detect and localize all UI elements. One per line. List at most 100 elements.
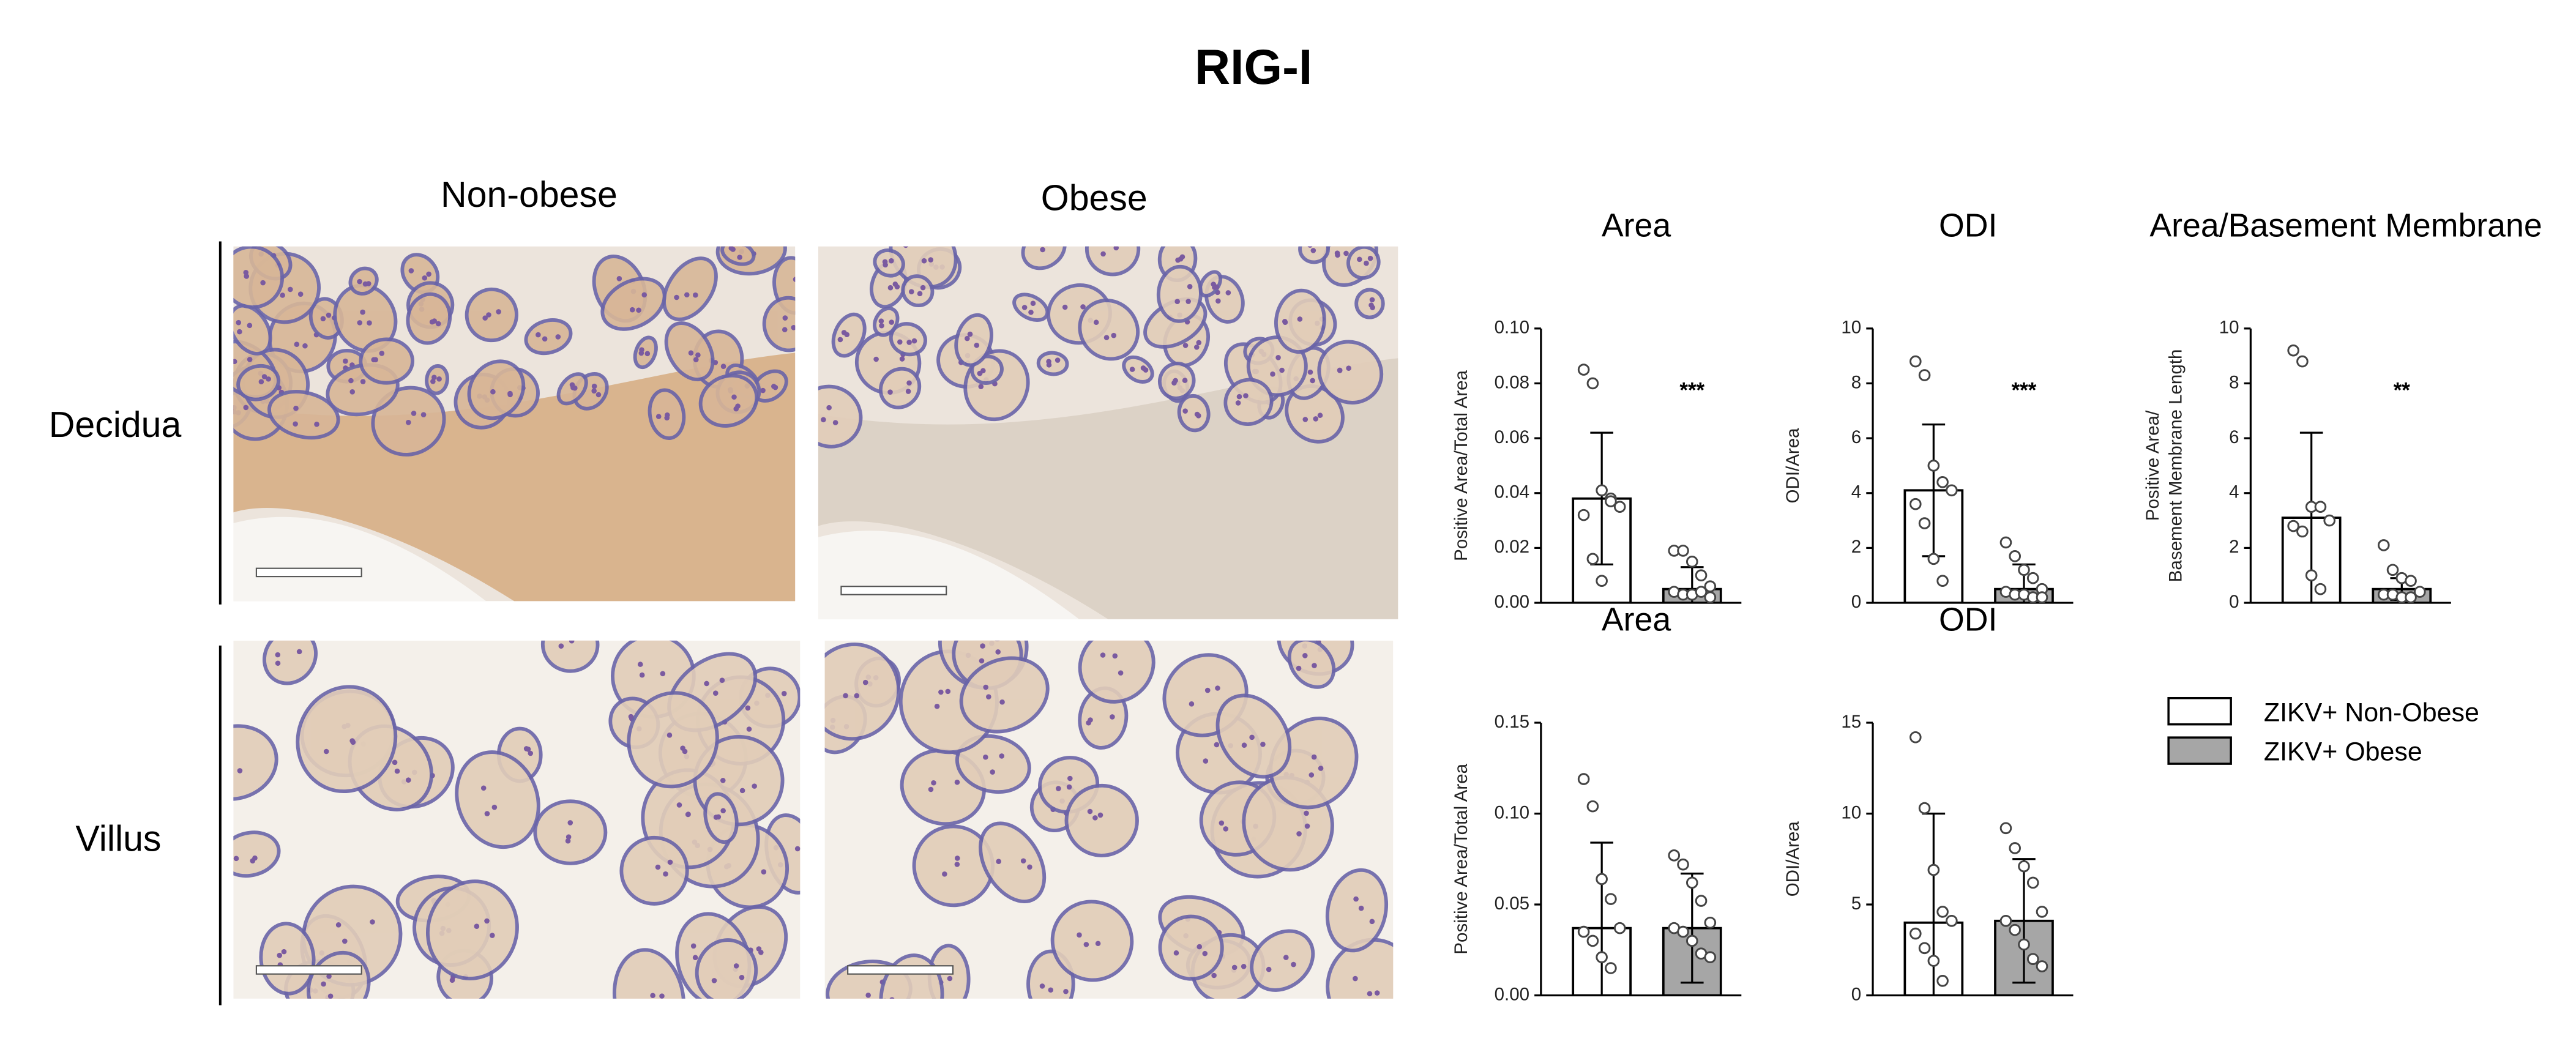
nucleus <box>1174 299 1180 304</box>
y-axis-label: ODI/Area <box>1783 821 1803 897</box>
figure-title: RIG-I <box>1195 40 1312 95</box>
nucleus <box>1092 815 1098 821</box>
nucleus <box>782 327 788 333</box>
nucleus <box>1370 305 1375 310</box>
villus <box>1064 783 1139 857</box>
nucleus <box>1302 417 1309 422</box>
nucleus <box>711 978 717 983</box>
nucleus <box>938 689 944 695</box>
charts: Area Positive Area/Total Area 0.00 0.02 0.04… <box>1451 207 2542 1005</box>
data-point <box>2009 842 2022 854</box>
nucleus <box>990 769 995 775</box>
nucleus <box>252 855 258 861</box>
nucleus <box>297 291 304 297</box>
data-point <box>1704 916 1717 929</box>
nucleus <box>854 693 860 699</box>
significance: ** <box>2394 379 2411 403</box>
nucleus <box>906 380 912 386</box>
nucleus <box>567 820 573 826</box>
nucleus <box>632 1005 638 1010</box>
villus <box>233 246 285 309</box>
chart: Area/Basement Membrane Positive Area/Base… <box>2143 207 2542 612</box>
nucleus <box>1097 812 1103 818</box>
nucleus <box>873 356 879 362</box>
nucleus <box>302 343 308 349</box>
nucleus <box>999 699 1005 705</box>
nucleus <box>360 379 366 384</box>
nucleus <box>761 869 767 875</box>
row-label: Villus <box>75 818 161 859</box>
chart: ODI ODI/Area 0 2 4 6 8 10 *** <box>1783 207 2074 612</box>
nucleus <box>967 331 973 337</box>
nucleus <box>720 808 726 814</box>
nucleus <box>1235 400 1241 406</box>
nucleus <box>571 634 577 639</box>
nucleus <box>1369 919 1375 925</box>
nucleus <box>1279 367 1285 373</box>
data-point <box>2036 906 2048 918</box>
villus <box>873 248 905 278</box>
nucleus <box>1129 367 1135 372</box>
nucleus <box>1194 411 1200 417</box>
nucleus <box>660 671 666 677</box>
nucleus <box>650 993 655 999</box>
nucleus <box>357 278 362 285</box>
nucleus <box>1088 717 1093 723</box>
villus <box>703 792 739 845</box>
data-point <box>2405 575 2417 587</box>
nucleus <box>920 285 926 291</box>
y-tick-label: 2 <box>1851 537 1861 557</box>
villus <box>901 274 935 308</box>
nucleus <box>1112 653 1118 659</box>
nucleus <box>832 420 838 425</box>
nucleus <box>782 315 788 321</box>
nucleus <box>865 993 871 998</box>
nucleus <box>247 323 253 329</box>
nucleus <box>841 330 847 335</box>
nucleus <box>1080 304 1086 310</box>
nucleus <box>1087 808 1093 815</box>
data-point <box>1605 962 1617 974</box>
villus <box>1223 378 1274 427</box>
nucleus <box>1203 758 1209 764</box>
nucleus <box>663 871 668 877</box>
nucleus <box>1282 319 1288 324</box>
nucleus <box>436 376 442 382</box>
villus <box>627 691 719 789</box>
y-tick-label: 0.10 <box>1495 802 1529 822</box>
nucleus <box>1110 714 1115 720</box>
nucleus <box>1296 831 1302 837</box>
data-point <box>1927 553 1940 565</box>
nucleus <box>1100 251 1106 257</box>
nucleus <box>507 390 513 397</box>
data-point <box>1999 914 2012 927</box>
nucleus <box>616 276 622 282</box>
villus <box>262 640 318 685</box>
nucleus <box>1302 653 1308 658</box>
chart-title: Area <box>1602 602 1671 638</box>
nucleus <box>1291 961 1296 968</box>
nucleus <box>357 320 363 326</box>
data-point <box>1677 858 1689 871</box>
nucleus <box>690 943 696 949</box>
nucleus <box>899 356 905 362</box>
villus <box>1177 393 1211 433</box>
nucleus <box>1187 284 1193 289</box>
nucleus <box>1304 810 1309 816</box>
chart-title: ODI <box>1939 602 1997 638</box>
nucleus <box>536 332 541 338</box>
villus <box>1250 929 1315 992</box>
data-point <box>1668 849 1681 862</box>
villus <box>818 384 863 449</box>
villus <box>698 373 759 428</box>
nucleus <box>1193 345 1200 350</box>
nucleus <box>826 405 832 411</box>
chart-title: ODI <box>1939 207 1997 244</box>
nucleus <box>934 703 940 709</box>
nucleus <box>426 271 431 277</box>
nucleus <box>637 662 643 667</box>
nucleus <box>883 998 887 999</box>
nucleus <box>1048 987 1054 993</box>
nucleus <box>1343 250 1349 256</box>
nucleus <box>1215 298 1221 304</box>
